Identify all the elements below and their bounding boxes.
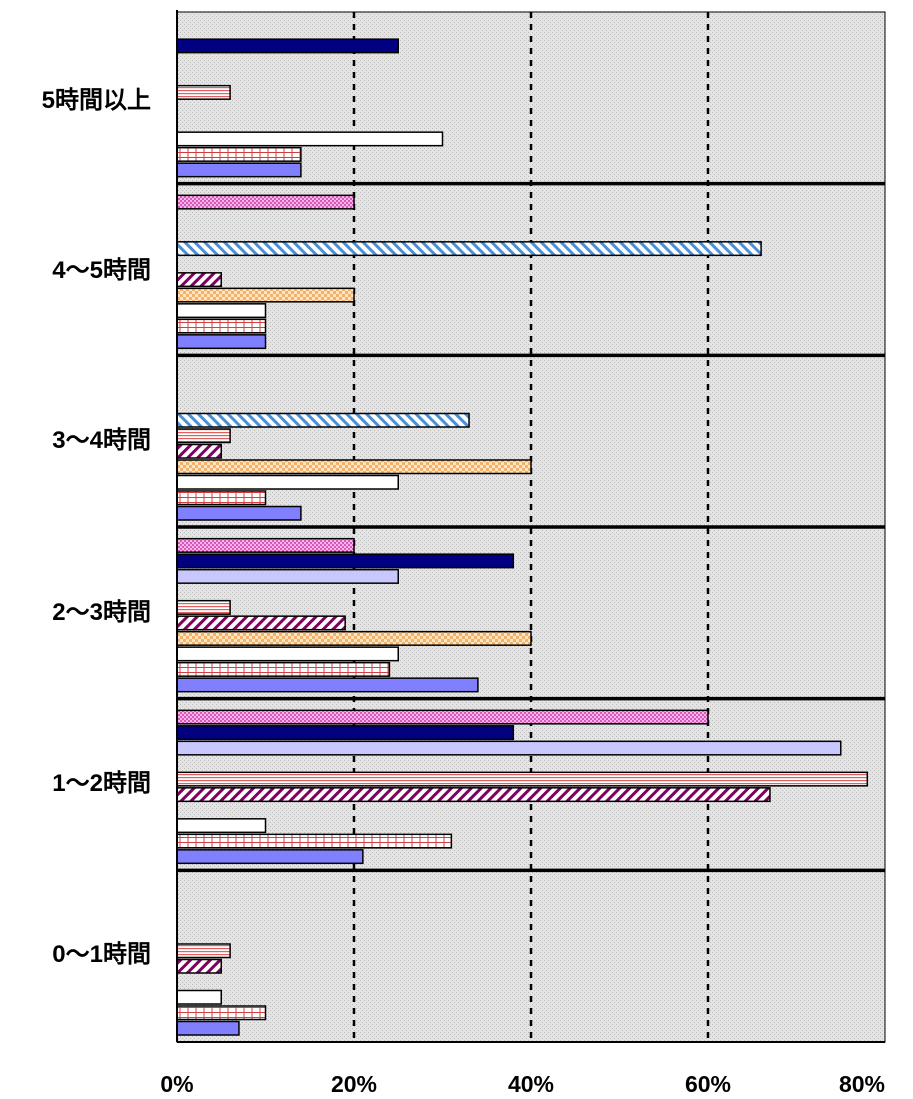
bar	[176, 787, 771, 803]
bar	[176, 646, 399, 662]
x-tick-label: 80%	[839, 1071, 885, 1097]
bar	[176, 412, 470, 428]
bar	[176, 771, 869, 787]
bar	[176, 849, 364, 865]
bar	[176, 677, 479, 693]
category-label: 5時間以上	[42, 87, 151, 114]
bar	[176, 1020, 240, 1036]
category-label: 4～5時間	[52, 257, 151, 284]
bar	[176, 505, 302, 521]
bar	[176, 553, 515, 569]
x-tick-label: 0%	[160, 1071, 193, 1097]
bar	[176, 989, 222, 1005]
bar	[176, 630, 532, 646]
bar	[176, 272, 222, 288]
bar	[176, 38, 399, 54]
group-separators	[177, 181, 885, 873]
bar	[176, 474, 399, 490]
bar	[176, 318, 267, 334]
bar	[176, 241, 762, 257]
bar	[176, 833, 453, 849]
bar	[176, 709, 709, 725]
bar	[176, 818, 267, 834]
bar	[176, 194, 355, 210]
bar	[176, 287, 355, 303]
bar	[176, 615, 346, 631]
bar	[176, 131, 444, 147]
bar	[176, 459, 532, 475]
bar	[176, 958, 222, 974]
bar	[176, 725, 515, 741]
x-tick-labels: 0% 20% 40% 60% 80%	[160, 1071, 885, 1097]
bar	[176, 334, 267, 350]
bar	[176, 84, 231, 100]
bar	[176, 537, 355, 553]
bar	[176, 428, 231, 444]
bar	[176, 146, 302, 162]
category-labels: 5時間以上 4～5時間 3～4時間 2～3時間 1～2時間 0～1時間	[42, 87, 151, 968]
x-tick-label: 40%	[508, 1071, 554, 1097]
category-label: 0～1時間	[52, 941, 151, 968]
bar	[176, 943, 231, 959]
bar	[176, 490, 267, 506]
bar	[176, 162, 302, 178]
bar	[176, 740, 842, 756]
category-label: 1～2時間	[52, 770, 151, 797]
bar	[176, 443, 222, 459]
bar	[176, 568, 399, 584]
bar	[176, 303, 267, 319]
category-label: 3～4時間	[52, 427, 151, 454]
bar	[176, 599, 231, 615]
category-label: 2～3時間	[52, 599, 151, 626]
bar	[176, 1005, 267, 1021]
x-tick-label: 20%	[331, 1071, 377, 1097]
bar	[176, 661, 391, 677]
x-tick-label: 60%	[685, 1071, 731, 1097]
